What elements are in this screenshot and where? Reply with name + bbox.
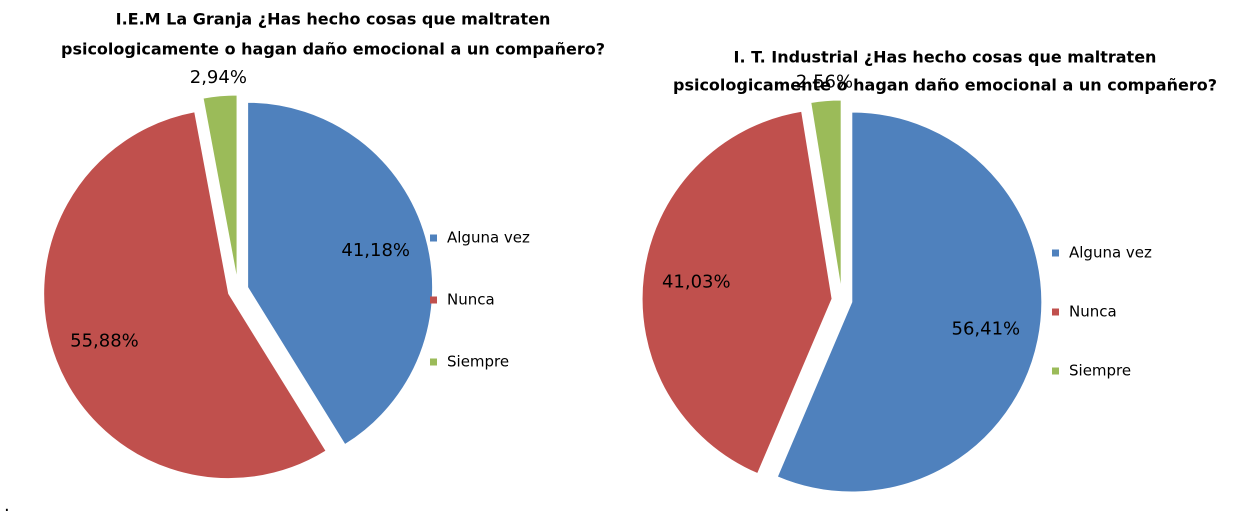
chart-title: psicologicamente o hagan daño emocional … (61, 40, 605, 59)
data-label: 55,88% (70, 331, 139, 352)
pie-slice (202, 94, 238, 281)
legend-swatch (430, 296, 437, 304)
legend-label: Siempre (1069, 362, 1131, 380)
legend-swatch (1052, 249, 1059, 257)
legend-swatch (1052, 308, 1059, 316)
data-label: 2,94% (190, 67, 247, 88)
legend-swatch (1052, 367, 1059, 375)
pie-slice (247, 101, 434, 446)
legend-label: Alguna vez (447, 229, 530, 247)
pie-slice (810, 99, 842, 291)
pie-slice (43, 111, 327, 480)
data-label: 41,03% (662, 271, 731, 292)
pie-slice (641, 110, 833, 475)
footer: . (4, 495, 10, 516)
legend-label: Nunca (1069, 303, 1117, 321)
data-label: 56,41% (952, 318, 1021, 339)
legend-label: Siempre (447, 353, 509, 371)
pie-slice (776, 111, 1043, 493)
legend-swatch (430, 358, 437, 366)
legend-label: Alguna vez (1069, 244, 1152, 262)
data-label: 2,56% (796, 72, 853, 93)
legend-swatch (430, 234, 437, 242)
chart-title: psicologicamente o hagan daño emocional … (673, 76, 1217, 95)
legend-label: Nunca (447, 291, 495, 309)
chart-title: I.E.M La Granja ¿Has hecho cosas que mal… (116, 10, 551, 29)
data-label: 41,18% (341, 240, 410, 261)
chart-title: I. T. Industrial ¿Has hecho cosas que ma… (734, 48, 1157, 67)
